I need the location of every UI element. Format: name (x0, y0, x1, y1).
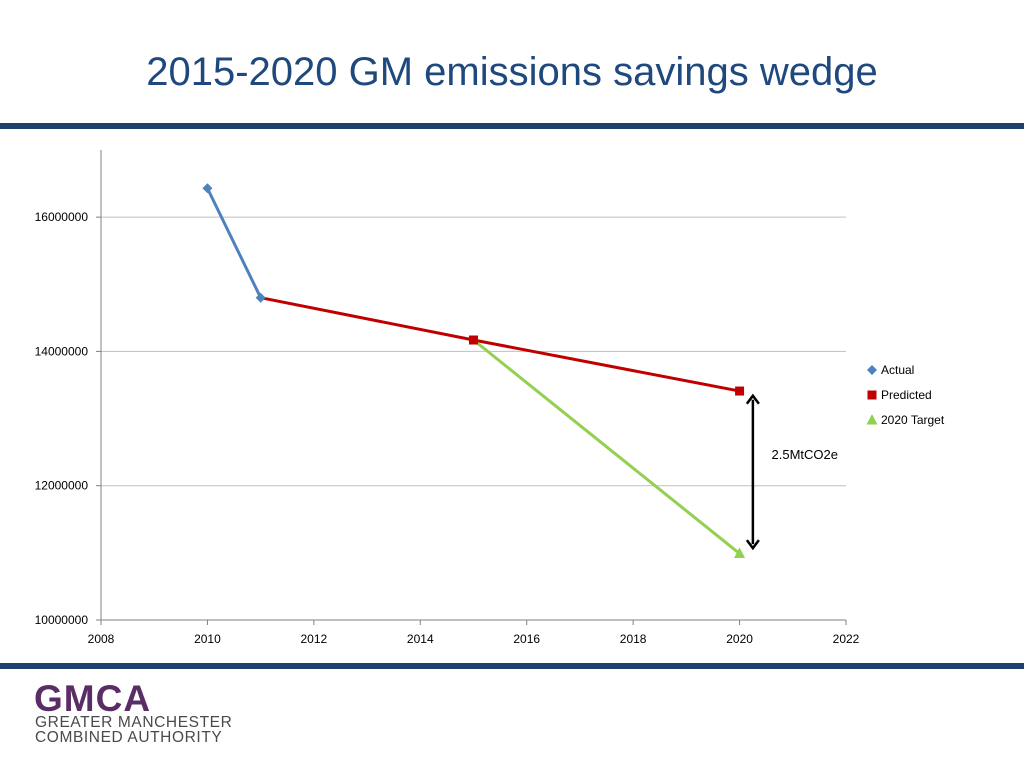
gmca-logo: GMCA GREATER MANCHESTER COMBINED AUTHORI… (34, 678, 274, 748)
x-tick-label: 2008 (88, 632, 115, 646)
legend[interactable]: Actual Predicted 2020 Target (866, 363, 945, 427)
legend-item-actual[interactable]: Actual (867, 363, 914, 377)
legend-marker (867, 390, 877, 400)
legend-marker (866, 414, 878, 425)
x-tick-label: 2014 (407, 632, 434, 646)
data-point (734, 547, 746, 559)
logo-text-line-2: COMBINED AUTHORITY (35, 729, 223, 746)
title-divider (0, 123, 1024, 129)
data-point (202, 183, 213, 194)
series-line-0 (206, 187, 262, 299)
y-tick-label: 16000000 (35, 210, 89, 224)
annotation-label: 2.5MtCO2e (772, 447, 838, 462)
x-tick-label: 2012 (301, 632, 328, 646)
arrow-head-up (745, 393, 760, 405)
legend-label: 2020 Target (881, 413, 945, 427)
data-point (469, 335, 478, 345)
arrow-head-down (745, 539, 760, 551)
data-point (735, 386, 745, 396)
x-tick-label: 2016 (513, 632, 540, 646)
series-line-2 (472, 338, 741, 555)
footer-divider (0, 663, 1024, 669)
x-tick-label: 2018 (620, 632, 647, 646)
series (202, 183, 746, 559)
legend-label: Predicted (881, 388, 932, 402)
x-tick-label: 2020 (726, 632, 753, 646)
x-tick-label: 2010 (194, 632, 221, 646)
data-point (255, 292, 266, 303)
x-tick-label: 2022 (833, 632, 860, 646)
legend-item-2020-target[interactable]: 2020 Target (866, 413, 945, 427)
logo-text-line-1: GREATER MANCHESTER (35, 714, 233, 731)
logo-mark: GMCA (34, 678, 152, 719)
y-tick-label: 12000000 (35, 479, 89, 493)
slide-title: 2015-2020 GM emissions savings wedge (146, 50, 878, 94)
y-tick-label: 14000000 (35, 344, 89, 358)
legend-label: Actual (881, 363, 914, 377)
annotation: 2.5MtCO2e (745, 393, 838, 551)
gridlines (101, 216, 846, 487)
legend-item-predicted[interactable]: Predicted (867, 388, 932, 402)
axes: 10000000 12000000 14000000 16000000 2008 2010… (35, 150, 860, 646)
y-tick-label: 10000000 (35, 613, 89, 627)
series-line-1 (260, 296, 740, 393)
legend-marker (867, 365, 877, 375)
